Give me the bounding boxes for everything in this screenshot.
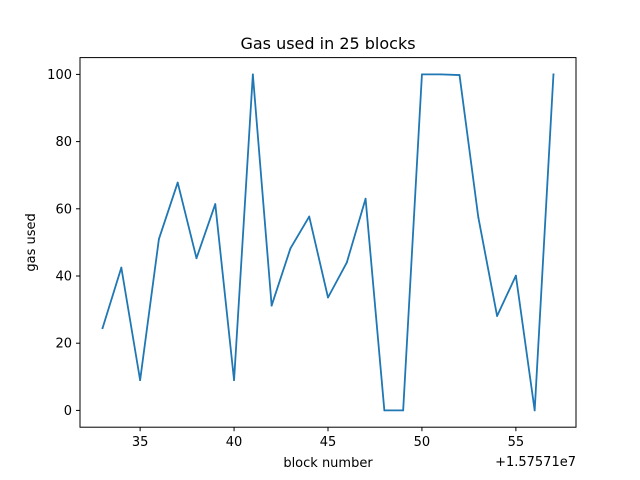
chart-title: Gas used in 25 blocks: [240, 34, 415, 53]
data-point: [514, 274, 517, 277]
x-tick-label: 45: [320, 435, 337, 450]
data-point: [176, 181, 179, 184]
x-tick-label: 40: [226, 435, 243, 450]
data-point: [364, 197, 367, 200]
x-axis-offset-label: +1.57571e7: [495, 455, 576, 470]
y-tick-label: 20: [55, 337, 72, 352]
data-point: [101, 327, 104, 329]
y-tick-label: 40: [55, 270, 72, 285]
y-tick-label: 100: [47, 68, 72, 83]
data-point: [214, 203, 217, 206]
data-point: [308, 215, 311, 218]
axes-frame: [79, 57, 577, 428]
data-point: [270, 304, 273, 307]
y-tick-label: 0: [64, 404, 72, 419]
y-tick-label: 80: [55, 135, 72, 150]
y-tick-label: 60: [55, 202, 72, 217]
data-point: [195, 257, 198, 260]
y-axis-label: gas used: [24, 213, 39, 271]
x-axis-label: block number: [283, 456, 373, 471]
data-point: [383, 409, 386, 412]
data-point: [439, 73, 442, 76]
data-point: [251, 73, 254, 76]
data-point: [477, 216, 480, 219]
x-tick-label: 35: [132, 435, 149, 450]
plot-area: 35 40 45 50 55 0 20 40 60 80 100: [47, 68, 555, 450]
data-point: [458, 74, 461, 76]
data-point: [402, 409, 405, 412]
data-point: [552, 73, 555, 76]
data-point: [533, 409, 536, 412]
data-point: [421, 73, 423, 76]
data-point: [496, 315, 498, 317]
x-tick-label: 50: [414, 435, 431, 450]
data-point: [233, 379, 235, 382]
data-point: [120, 266, 123, 269]
data-point: [345, 261, 348, 264]
x-tick-label: 55: [508, 435, 525, 450]
data-point: [158, 238, 160, 240]
data-point: [327, 296, 329, 299]
data-point: [139, 379, 142, 382]
data-point: [289, 247, 292, 250]
